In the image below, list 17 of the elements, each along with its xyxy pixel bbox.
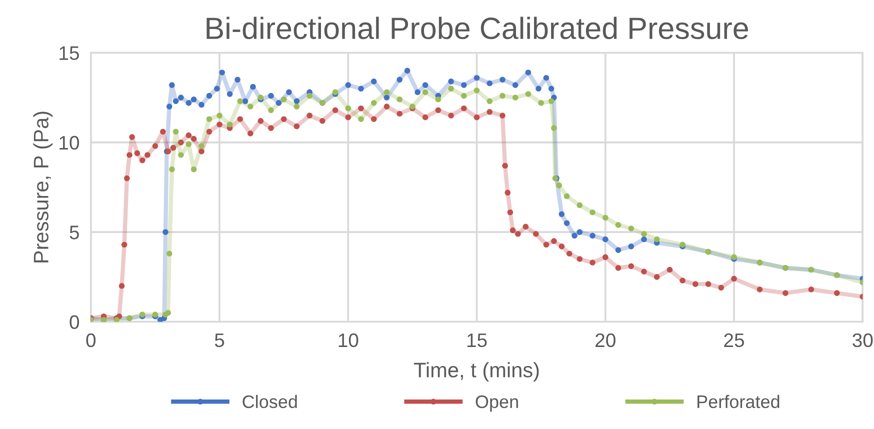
x-tick-label: 25	[724, 333, 744, 348]
y-axis-title: Pressure, P (Pa)	[33, 112, 53, 262]
x-tick-label: 5	[214, 334, 224, 348]
y-tick-label: 10	[60, 136, 80, 150]
y-tick-label: 0	[70, 315, 80, 329]
x-tick-label: 20	[596, 333, 616, 348]
y-tick-label: 5	[70, 226, 79, 240]
x-tick-label: 30	[852, 333, 873, 348]
y-tick-label: 15	[60, 46, 79, 60]
legend-label: Open	[476, 395, 518, 412]
x-tick-label: 10	[338, 333, 358, 348]
legend-label: Closed	[242, 394, 297, 408]
x-tick-label: 0	[86, 333, 96, 348]
x-axis-title: Time, t (mins)	[414, 362, 539, 382]
chart-title: Bi-directional Probe Calibrated Pressure	[206, 16, 748, 40]
x-tick-label: 15	[467, 334, 487, 348]
legend-label: Perforated	[698, 394, 780, 408]
